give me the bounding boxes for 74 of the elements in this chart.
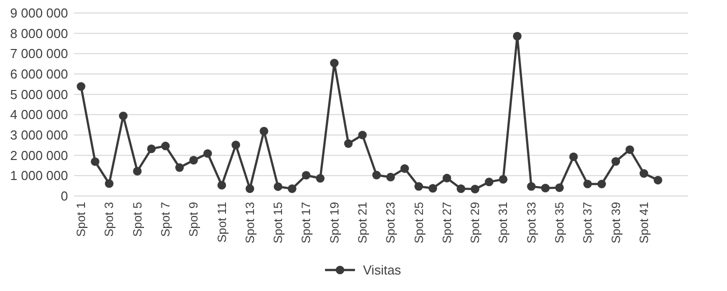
x-tick-label: Spot 41 [636, 202, 651, 244]
x-tick-label: Spot 9 [186, 202, 201, 237]
x-tick-label: Spot 3 [102, 202, 116, 237]
point [203, 149, 212, 158]
y-tick-label: 7 000 000 [10, 46, 68, 62]
point [597, 180, 606, 188]
point [555, 183, 564, 192]
point [302, 170, 310, 180]
point [583, 180, 592, 188]
point [133, 166, 142, 176]
point [569, 152, 578, 162]
point [640, 169, 648, 178]
point [442, 174, 452, 182]
point [260, 126, 268, 136]
x-tick-label: Spot 37 [580, 202, 595, 244]
y-tick-label: 8 000 000 [10, 26, 68, 41]
point [316, 174, 325, 183]
point [654, 176, 662, 184]
point [90, 157, 100, 166]
point [246, 184, 254, 193]
point [274, 182, 282, 191]
point [175, 163, 184, 172]
x-tick-label: Spot 25 [412, 202, 426, 244]
point [611, 157, 620, 166]
x-tick-label: Spot 13 [242, 202, 257, 244]
point [470, 184, 480, 194]
y-tick-label: 4 000 000 [10, 107, 68, 122]
point [147, 144, 156, 154]
x-tick-label: Spot 29 [468, 202, 482, 244]
y-tick-label: 1 000 000 [10, 168, 68, 184]
y-tick-label: 2 000 000 [10, 148, 68, 163]
point [288, 184, 296, 193]
x-tick-label: Spot 27 [440, 202, 454, 244]
point [512, 32, 522, 40]
x-tick-label: Spot 39 [608, 202, 623, 244]
point [161, 142, 170, 150]
point [330, 58, 339, 68]
point [541, 184, 550, 192]
x-tick-label: Spot 1 [74, 202, 88, 237]
point [527, 182, 536, 191]
point [386, 172, 395, 182]
x-tick-label: Spot 17 [299, 202, 314, 244]
point [217, 180, 226, 190]
y-tick-label: 9 000 000 [10, 6, 68, 21]
point [400, 164, 409, 173]
x-tick-label: Spot 7 [158, 202, 172, 237]
x-tick-label: Spot 31 [496, 202, 510, 244]
x-tick-label: Spot 33 [524, 202, 538, 244]
point [232, 140, 240, 150]
point [428, 184, 438, 193]
x-tick-label: Spot 23 [384, 202, 398, 244]
point [118, 112, 128, 120]
y-tick-label: 0 [60, 188, 68, 204]
x-tick-label: Spot 35 [552, 202, 566, 244]
x-tick-label: Spot 5 [130, 202, 144, 237]
point [358, 130, 367, 140]
x-tick-label: Spot 21 [355, 202, 370, 244]
x-tick-label: Spot 15 [271, 202, 286, 244]
point [498, 175, 508, 184]
point [189, 156, 198, 165]
point [484, 178, 494, 186]
x-tick-label: Spot 19 [327, 202, 342, 244]
point [76, 82, 86, 91]
point [104, 179, 114, 188]
point [344, 139, 353, 148]
point [626, 145, 634, 154]
y-tick-label: 3 000 000 [10, 128, 68, 143]
point [414, 182, 424, 191]
y-tick-label: 6 000 000 [10, 66, 68, 82]
point [456, 184, 466, 193]
x-tick-label: Spot 11 [214, 202, 229, 242]
legend-label: Visitas [363, 262, 402, 278]
point [372, 170, 381, 180]
y-tick-label: 5 000 000 [10, 86, 68, 102]
